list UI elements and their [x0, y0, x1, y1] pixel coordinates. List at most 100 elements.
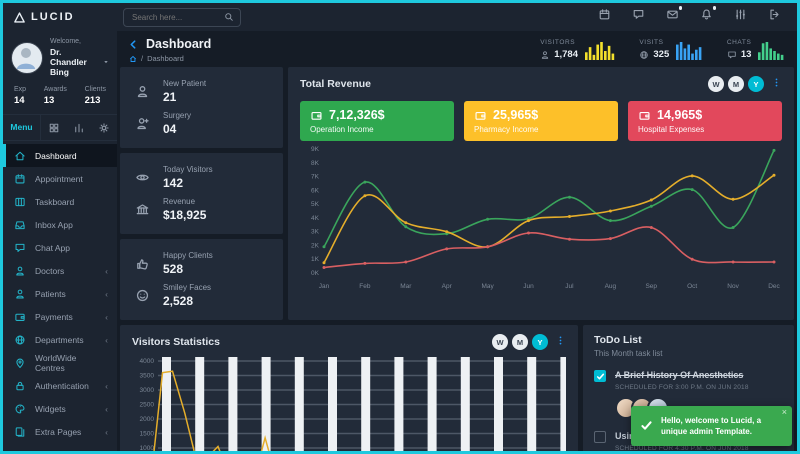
sidebar-item-taskboard[interactable]: Taskboard — [3, 190, 117, 213]
sidebar-item-extra-pages[interactable]: Extra Pages ‹ — [3, 420, 117, 443]
profile-stat-clients: Clients 213 — [84, 86, 106, 106]
globe-icon — [639, 50, 649, 60]
sidebar-menu: Dashboard Appointment Taskboard Inbox Ap… — [3, 141, 117, 451]
stat-card: New Patient 21 Surgery 04 — [120, 67, 283, 148]
sidebar-item-departments[interactable]: Departments ‹ — [3, 328, 117, 351]
sidebar-item-widgets[interactable]: Widgets ‹ — [3, 397, 117, 420]
user-icon — [540, 50, 550, 60]
mail-icon[interactable] — [666, 6, 682, 26]
toggle-y[interactable]: Y — [748, 76, 764, 92]
chevron-icon: ‹ — [105, 311, 108, 322]
chat-icon[interactable] — [632, 8, 645, 26]
revenue-card-hospital-expenses[interactable]: 14,965$ Hospital Expenses — [628, 101, 782, 141]
stat-new-patient: New Patient 21 — [130, 79, 273, 104]
todo-checkbox[interactable] — [594, 370, 606, 382]
bell-icon[interactable] — [700, 6, 716, 26]
svg-text:Oct: Oct — [687, 283, 697, 290]
toggle-w[interactable]: W — [708, 76, 724, 92]
home-icon — [14, 150, 26, 162]
app-logo[interactable]: LUCID — [3, 11, 117, 24]
svg-text:3K: 3K — [311, 229, 320, 236]
toggle-m[interactable]: M — [728, 76, 744, 92]
panel-menu-icon[interactable] — [555, 333, 566, 351]
sidebar-item-patients[interactable]: Patients ‹ — [3, 282, 117, 305]
sidebar-item-worldwide-centres[interactable]: WorldWide Centres — [3, 351, 117, 374]
wallet-icon — [310, 109, 323, 122]
visitors-spark-chart — [584, 42, 615, 60]
sidebar-item-authentication[interactable]: Authentication ‹ — [3, 374, 117, 397]
home-icon[interactable] — [129, 55, 137, 63]
user-profile[interactable]: Welcome, Dr. Chandler Bing — [3, 31, 117, 82]
sidebar-item-dashboard[interactable]: Dashboard — [3, 144, 117, 167]
panel-title: Visitors Statistics — [132, 336, 220, 348]
tab-menu[interactable]: Menu — [3, 115, 41, 140]
visitors-bar-chart: 4000 3500 3000 2500 2000 1500 1000 — [132, 351, 570, 452]
back-arrow-icon[interactable] — [128, 39, 139, 50]
tab-grid-icon[interactable] — [41, 122, 66, 134]
sidebar-item-payments[interactable]: Payments ‹ — [3, 305, 117, 328]
panel-title: Total Revenue — [300, 78, 371, 90]
svg-text:Jul: Jul — [565, 283, 574, 290]
todo-schedule: SCHEDULED FOR 3:00 P.M. ON JUN 2018 — [615, 384, 749, 391]
todo-checkbox[interactable] — [594, 431, 606, 443]
chevron-icon: ‹ — [105, 288, 108, 299]
svg-text:May: May — [481, 283, 494, 290]
chevron-icon: ‹ — [105, 403, 108, 414]
tab-columns-icon[interactable] — [66, 122, 91, 134]
revenue-card-operation-income[interactable]: 7,12,326$ Operation Income — [300, 101, 454, 141]
svg-text:5K: 5K — [311, 201, 320, 208]
revenue-card-pharmacy-income[interactable]: 25,965$ Pharmacy Income — [464, 101, 618, 141]
signout-icon[interactable] — [768, 8, 781, 26]
header-metrics: VISITORS 1,784 VISITS 325 CHATS 13 — [540, 37, 785, 60]
todo-subtitle: This Month task list — [594, 349, 663, 358]
stat-card: Happy Clients 528 Smiley Faces 2,528 — [120, 239, 283, 320]
svg-text:2000: 2000 — [140, 416, 155, 423]
inbox-icon — [14, 219, 26, 231]
search-box — [123, 7, 241, 27]
notification-dot — [712, 6, 716, 10]
breadcrumb-current[interactable]: Dashboard — [147, 54, 184, 63]
bank-icon — [135, 202, 150, 217]
chevron-icon: ‹ — [105, 426, 108, 437]
sidebar-item-appointment[interactable]: Appointment — [3, 167, 117, 190]
svg-text:1000: 1000 — [140, 445, 155, 452]
toggle-m[interactable]: M — [512, 334, 528, 350]
revenue-cards: 7,12,326$ Operation Income 25,965$ Pharm… — [300, 101, 782, 141]
chevron-icon: ‹ — [105, 265, 108, 276]
board-icon — [14, 196, 26, 208]
sidebar-item-chat-app[interactable]: Chat App — [3, 236, 117, 259]
calendar-icon[interactable] — [598, 8, 611, 26]
metric-visitors: VISITORS 1,784 — [540, 39, 615, 60]
svg-text:6K: 6K — [311, 187, 320, 194]
chevron-icon: ‹ — [105, 380, 108, 391]
wallet-icon — [638, 109, 651, 122]
pages-icon — [14, 426, 26, 438]
visitors-statistics-chart: 4000 3500 3000 2500 2000 1500 1000 — [140, 357, 570, 452]
panel-menu-icon[interactable] — [771, 75, 782, 93]
sidebar-item-doctors[interactable]: Doctors ‹ — [3, 259, 117, 282]
search-input[interactable] — [130, 11, 224, 23]
sidebar: Welcome, Dr. Chandler Bing Exp 14 Awards 13… — [3, 31, 117, 451]
tab-gear-icon[interactable] — [92, 122, 117, 134]
chevron-icon: ‹ — [105, 334, 108, 345]
total-revenue-chart: 0K 1K 2K 3K 4K 5K 6K 7K 8K 9K Jan Feb Mar Apr May Jun Ju… — [311, 146, 780, 290]
equalizer-icon[interactable] — [734, 8, 747, 26]
doctor-icon — [135, 116, 150, 131]
breadcrumb: / Dashboard — [129, 54, 211, 63]
palette-icon — [14, 403, 26, 415]
check-icon — [640, 419, 653, 432]
search-icon[interactable] — [224, 12, 234, 22]
caret-down-icon[interactable] — [103, 59, 109, 65]
svg-text:1500: 1500 — [140, 431, 155, 438]
toast-close-icon[interactable]: × — [781, 406, 787, 417]
toggle-w[interactable]: W — [492, 334, 508, 350]
logo-text: LUCID — [31, 11, 75, 23]
sidebar-item-inbox-app[interactable]: Inbox App — [3, 213, 117, 236]
profile-stat-awards: Awards 13 — [43, 86, 67, 106]
stat-happy-clients: Happy Clients 528 — [130, 251, 273, 276]
pin-icon — [14, 357, 26, 369]
svg-text:4K: 4K — [311, 215, 320, 222]
toggle-y[interactable]: Y — [532, 334, 548, 350]
svg-text:3500: 3500 — [140, 373, 155, 380]
